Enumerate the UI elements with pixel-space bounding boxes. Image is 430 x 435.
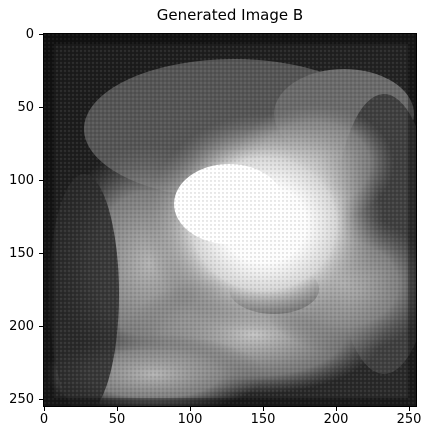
x-tick-label: 0 [24,413,64,426]
x-tick-mark [117,407,118,411]
y-tick-mark [39,34,43,35]
x-tick-mark [44,407,45,411]
y-tick-mark [39,180,43,181]
x-tick-label: 50 [97,413,137,426]
y-tick-label: 0 [26,28,34,41]
y-tick-label: 150 [9,247,34,260]
y-tick-mark [39,107,43,108]
image-panel [43,33,417,407]
y-tick-label: 200 [9,320,34,333]
x-tick-label: 200 [316,413,356,426]
x-tick-label: 100 [170,413,210,426]
x-tick-mark [336,407,337,411]
x-tick-label: 250 [389,413,429,426]
x-tick-mark [263,407,264,411]
figure-title: Generated Image B [43,6,417,24]
generated-image [44,34,417,407]
y-tick-mark [39,399,43,400]
x-tick-mark [190,407,191,411]
y-tick-label: 100 [9,174,34,187]
y-tick-mark [39,326,43,327]
x-tick-label: 150 [243,413,283,426]
y-tick-label: 50 [17,101,34,114]
y-tick-mark [39,253,43,254]
y-tick-label: 250 [9,393,34,406]
x-tick-mark [409,407,410,411]
